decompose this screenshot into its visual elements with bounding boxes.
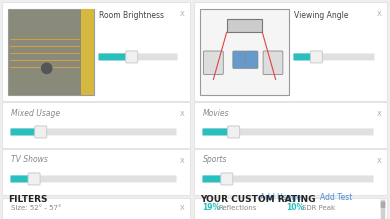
FancyBboxPatch shape [195, 198, 388, 219]
Text: YOUR CUSTOM RATING: YOUR CUSTOM RATING [200, 196, 316, 205]
FancyBboxPatch shape [202, 128, 234, 135]
Text: Reflections: Reflections [218, 205, 256, 211]
Text: Add Test: Add Test [320, 194, 353, 203]
FancyBboxPatch shape [221, 173, 233, 185]
Text: X: X [180, 11, 184, 17]
FancyBboxPatch shape [11, 128, 41, 135]
Text: X: X [180, 205, 184, 211]
FancyBboxPatch shape [294, 53, 374, 60]
Text: Sports: Sports [203, 155, 227, 164]
Text: 19%: 19% [202, 203, 220, 212]
Text: Size: 52° - 57°: Size: 52° - 57° [11, 205, 62, 211]
FancyBboxPatch shape [11, 175, 177, 182]
FancyBboxPatch shape [35, 126, 47, 138]
FancyBboxPatch shape [245, 51, 258, 69]
FancyBboxPatch shape [227, 19, 262, 32]
FancyBboxPatch shape [126, 51, 138, 63]
Text: FILTERS: FILTERS [8, 196, 48, 205]
Text: Room Brightness: Room Brightness [99, 11, 164, 19]
FancyBboxPatch shape [381, 202, 385, 208]
FancyBboxPatch shape [228, 126, 239, 138]
FancyBboxPatch shape [2, 150, 190, 196]
FancyBboxPatch shape [195, 102, 388, 148]
Text: X: X [180, 111, 184, 117]
FancyBboxPatch shape [202, 175, 374, 182]
FancyBboxPatch shape [195, 2, 388, 101]
Text: X: X [377, 111, 381, 117]
FancyBboxPatch shape [381, 200, 385, 219]
FancyBboxPatch shape [11, 128, 177, 135]
FancyBboxPatch shape [28, 173, 40, 185]
Text: X: X [180, 158, 184, 164]
FancyBboxPatch shape [8, 9, 94, 95]
FancyBboxPatch shape [2, 198, 190, 219]
Text: Mixed Usage: Mixed Usage [11, 108, 60, 118]
FancyBboxPatch shape [202, 128, 374, 135]
Text: SDR Peak: SDR Peak [302, 205, 335, 211]
FancyBboxPatch shape [195, 150, 388, 196]
FancyBboxPatch shape [81, 9, 94, 95]
Text: TV Shows: TV Shows [11, 155, 48, 164]
Text: Movies: Movies [203, 108, 230, 118]
FancyBboxPatch shape [11, 175, 35, 182]
FancyBboxPatch shape [310, 51, 323, 63]
FancyBboxPatch shape [200, 9, 289, 95]
Text: Viewing Angle: Viewing Angle [294, 11, 349, 19]
Circle shape [42, 63, 52, 74]
Text: X: X [377, 158, 381, 164]
FancyBboxPatch shape [99, 53, 132, 60]
FancyBboxPatch shape [2, 2, 190, 101]
Text: X: X [377, 11, 381, 17]
Text: 10%: 10% [286, 203, 304, 212]
FancyBboxPatch shape [99, 53, 177, 60]
FancyBboxPatch shape [204, 51, 223, 74]
FancyBboxPatch shape [2, 102, 190, 148]
FancyBboxPatch shape [233, 51, 245, 69]
FancyBboxPatch shape [202, 175, 227, 182]
FancyBboxPatch shape [294, 53, 317, 60]
Text: Add Usage: Add Usage [260, 194, 301, 203]
FancyBboxPatch shape [263, 51, 283, 74]
